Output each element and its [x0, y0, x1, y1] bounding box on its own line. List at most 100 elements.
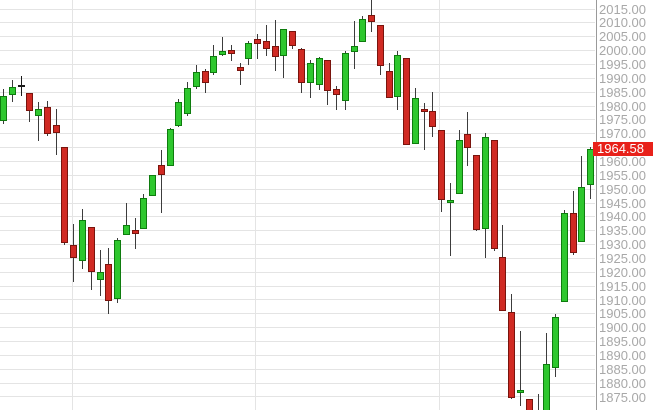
gridline-horizontal — [0, 91, 595, 93]
y-axis-label: 1885.00 — [599, 361, 646, 377]
candle-up — [578, 186, 586, 242]
candle-up — [341, 53, 349, 101]
candle-up — [192, 71, 200, 88]
gridline-vertical — [255, 0, 257, 410]
y-axis-label: 1910.00 — [599, 292, 646, 308]
candle-down — [368, 15, 375, 22]
candle-up — [35, 109, 43, 116]
y-axis-label: 1950.00 — [599, 181, 646, 197]
last-price-value: 1964.58 — [597, 140, 644, 156]
candle-up — [149, 174, 156, 197]
y-axis-label: 1985.00 — [599, 84, 646, 100]
candle-down — [464, 133, 472, 149]
candle-wick — [423, 102, 425, 151]
candle-up — [455, 139, 463, 195]
y-axis-label: 1970.00 — [599, 126, 646, 142]
gridline-vertical — [439, 0, 441, 410]
y-axis-label: 1930.00 — [599, 237, 646, 253]
candle-up — [0, 96, 8, 122]
gridline-horizontal — [0, 36, 595, 38]
gridline-horizontal — [0, 174, 595, 176]
gridline-horizontal — [0, 22, 595, 24]
candle-down — [420, 108, 428, 113]
gridline-horizontal — [0, 257, 595, 259]
candle-down — [297, 48, 305, 83]
candle-down — [376, 25, 384, 67]
candle-down — [289, 30, 297, 47]
candle-up — [175, 101, 183, 127]
candle-up — [114, 240, 121, 300]
y-axis-label: 1905.00 — [599, 306, 646, 322]
y-axis-label: 1975.00 — [599, 112, 646, 128]
y-axis-label: 1945.00 — [599, 195, 646, 211]
candle-up — [184, 88, 192, 115]
candle-down — [157, 164, 165, 176]
y-axis-label: 1875.00 — [599, 389, 646, 405]
candle-wick — [336, 86, 337, 111]
candle-down — [201, 71, 209, 83]
gridline-horizontal — [0, 354, 595, 356]
gridline-horizontal — [0, 271, 595, 273]
gridline-horizontal — [0, 382, 595, 384]
gridline-horizontal — [0, 327, 595, 329]
candle-wick — [125, 203, 127, 236]
candle-down — [271, 45, 279, 57]
candle-up — [306, 62, 314, 83]
candle-up — [245, 42, 253, 60]
gridline-horizontal — [0, 230, 595, 232]
candle-down — [236, 67, 244, 72]
y-axis-label: 2010.00 — [599, 15, 646, 31]
y-axis-label: 1990.00 — [599, 70, 646, 86]
candle-up — [587, 148, 594, 185]
gridline-horizontal — [0, 368, 595, 370]
gridline-horizontal — [0, 119, 595, 121]
candle-down — [508, 312, 516, 398]
candle-down — [473, 154, 481, 231]
gridline-horizontal — [0, 133, 595, 135]
candle-down — [87, 227, 95, 272]
y-axis-label: 1960.00 — [599, 153, 646, 169]
candle-wick — [38, 101, 40, 142]
candle-down — [43, 106, 51, 134]
gridline-horizontal — [0, 160, 595, 162]
candle-wick — [537, 394, 539, 410]
candle-wick — [257, 33, 259, 59]
candle-down — [499, 256, 507, 311]
candle-up — [411, 98, 419, 145]
candle-up — [219, 50, 227, 55]
candle-up — [359, 19, 367, 43]
y-axis-label: 1940.00 — [599, 209, 646, 225]
gridline-horizontal — [0, 202, 595, 204]
y-axis-label: 1955.00 — [599, 167, 646, 183]
y-axis-label: 1925.00 — [599, 250, 646, 266]
gridline-horizontal — [0, 299, 595, 301]
candle-down — [569, 213, 577, 253]
candle-down — [52, 124, 60, 134]
gridline-vertical — [71, 0, 73, 410]
candle-up — [78, 219, 86, 262]
candle-wick — [160, 150, 162, 213]
candle-up — [96, 271, 104, 280]
candle-up — [516, 389, 524, 393]
y-axis-label: 1890.00 — [599, 347, 646, 363]
gridline-horizontal — [0, 216, 595, 218]
candle-down — [385, 70, 393, 99]
gridline-horizontal — [0, 285, 595, 287]
gridline-horizontal — [0, 50, 595, 52]
gridline-horizontal — [0, 63, 595, 65]
candle-wick — [519, 331, 521, 406]
candle-down — [429, 111, 437, 128]
candle-down — [333, 89, 340, 95]
candle-up — [166, 128, 174, 166]
y-axis-label: 1895.00 — [599, 334, 646, 350]
candle-wick — [265, 24, 267, 56]
candle-down — [324, 59, 332, 91]
candle-down — [254, 39, 262, 45]
last-price-badge: 1964.58 — [593, 140, 653, 156]
candle-up — [8, 86, 16, 95]
gridline-horizontal — [0, 8, 595, 10]
candle-up — [552, 316, 559, 368]
candle-down — [105, 263, 113, 302]
candle-down — [403, 58, 411, 145]
